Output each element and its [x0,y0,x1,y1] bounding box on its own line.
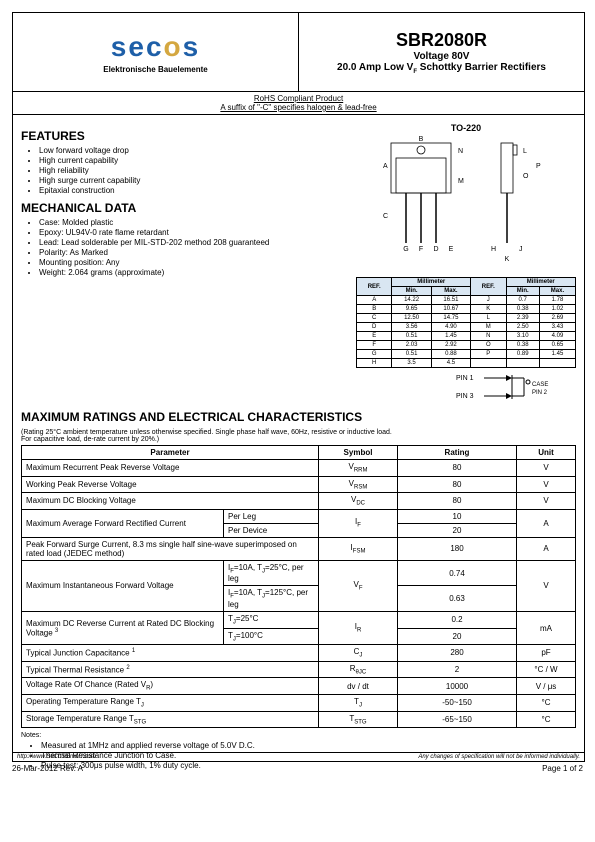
list-item: Lead: Lead solderable per MIL-STD-202 me… [39,238,346,247]
list-item: High current capability [39,156,346,165]
svg-text:P: P [536,163,541,170]
svg-text:J: J [519,246,523,253]
svg-text:E: E [449,246,454,253]
svg-text:F: F [419,246,423,253]
description: 20.0 Amp Low VF Schottky Barrier Rectifi… [337,62,546,75]
svg-text:N: N [458,148,463,155]
list-item: Polarity: As Marked [39,248,346,257]
list-item: Weight: 2.064 grams (approximate) [39,268,346,277]
svg-text:C: C [383,213,388,220]
ratings-heading: MAXIMUM RATINGS AND ELECTRICAL CHARACTER… [21,410,576,424]
mechanical-heading: MECHANICAL DATA [21,201,346,215]
ratings-table: Parameter Symbol Rating Unit Maximum Rec… [21,445,576,728]
features-heading: FEATURES [21,129,346,143]
svg-text:H: H [491,246,496,253]
svg-text:M: M [458,178,464,185]
list-item: Epoxy: UL94V-0 rate flame retardant [39,228,346,237]
rohs-notice: RoHS Compliant Product A suffix of "-C" … [13,92,584,115]
title-block: SBR2080R Voltage 80V 20.0 Amp Low VF Sch… [299,13,584,91]
svg-text:O: O [523,173,529,180]
list-item: Low forward voltage drop [39,146,346,155]
svg-text:K: K [505,256,510,263]
svg-text:PIN 2: PIN 2 [532,390,548,396]
ratings-note: (Rating 25°C ambient temperature unless … [21,429,576,443]
voltage-label: Voltage 80V [414,51,470,62]
svg-text:A: A [383,163,388,170]
list-item: Case: Molded plastic [39,218,346,227]
logo-subtitle: Elektronische Bauelemente [103,65,207,74]
features-list: Low forward voltage drop High current ca… [21,146,346,195]
svg-text:G: G [403,246,408,253]
svg-text:PIN 1: PIN 1 [456,375,474,382]
footer-disclaimer: Any changes of specification will not be… [418,754,580,760]
note-item: Pulse test: 300μs pulse width, 1% duty c… [41,761,576,770]
pin-diagram: PIN 1 PIN 3 CASE PIN 2 [356,372,576,404]
svg-text:B: B [419,136,424,143]
header: secos Elektronische Bauelemente SBR2080R… [13,13,584,92]
svg-text:L: L [523,148,527,155]
footer-url: http://www.SeCoSGmbH.com [17,754,96,760]
svg-text:CASE: CASE [532,382,548,388]
list-item: High reliability [39,166,346,175]
logo-block: secos Elektronische Bauelemente [13,13,299,91]
svg-text:PIN 3: PIN 3 [456,393,474,400]
mechanical-list: Case: Molded plastic Epoxy: UL94V-0 rate… [21,218,346,277]
package-label: TO-220 [356,123,576,133]
logo: secos [111,31,200,63]
list-item: High surge current capability [39,176,346,185]
part-number: SBR2080R [396,30,487,51]
list-item: Epitaxial construction [39,186,346,195]
svg-text:D: D [433,246,438,253]
package-diagram: A B N M C G F D E L O H K [356,133,576,273]
list-item: Mounting position: Any [39,258,346,267]
dimension-table: REF. Millimeter REF. Millimeter Min.Max.… [356,277,576,368]
note-item: Measured at 1MHz and applied reverse vol… [41,741,576,750]
